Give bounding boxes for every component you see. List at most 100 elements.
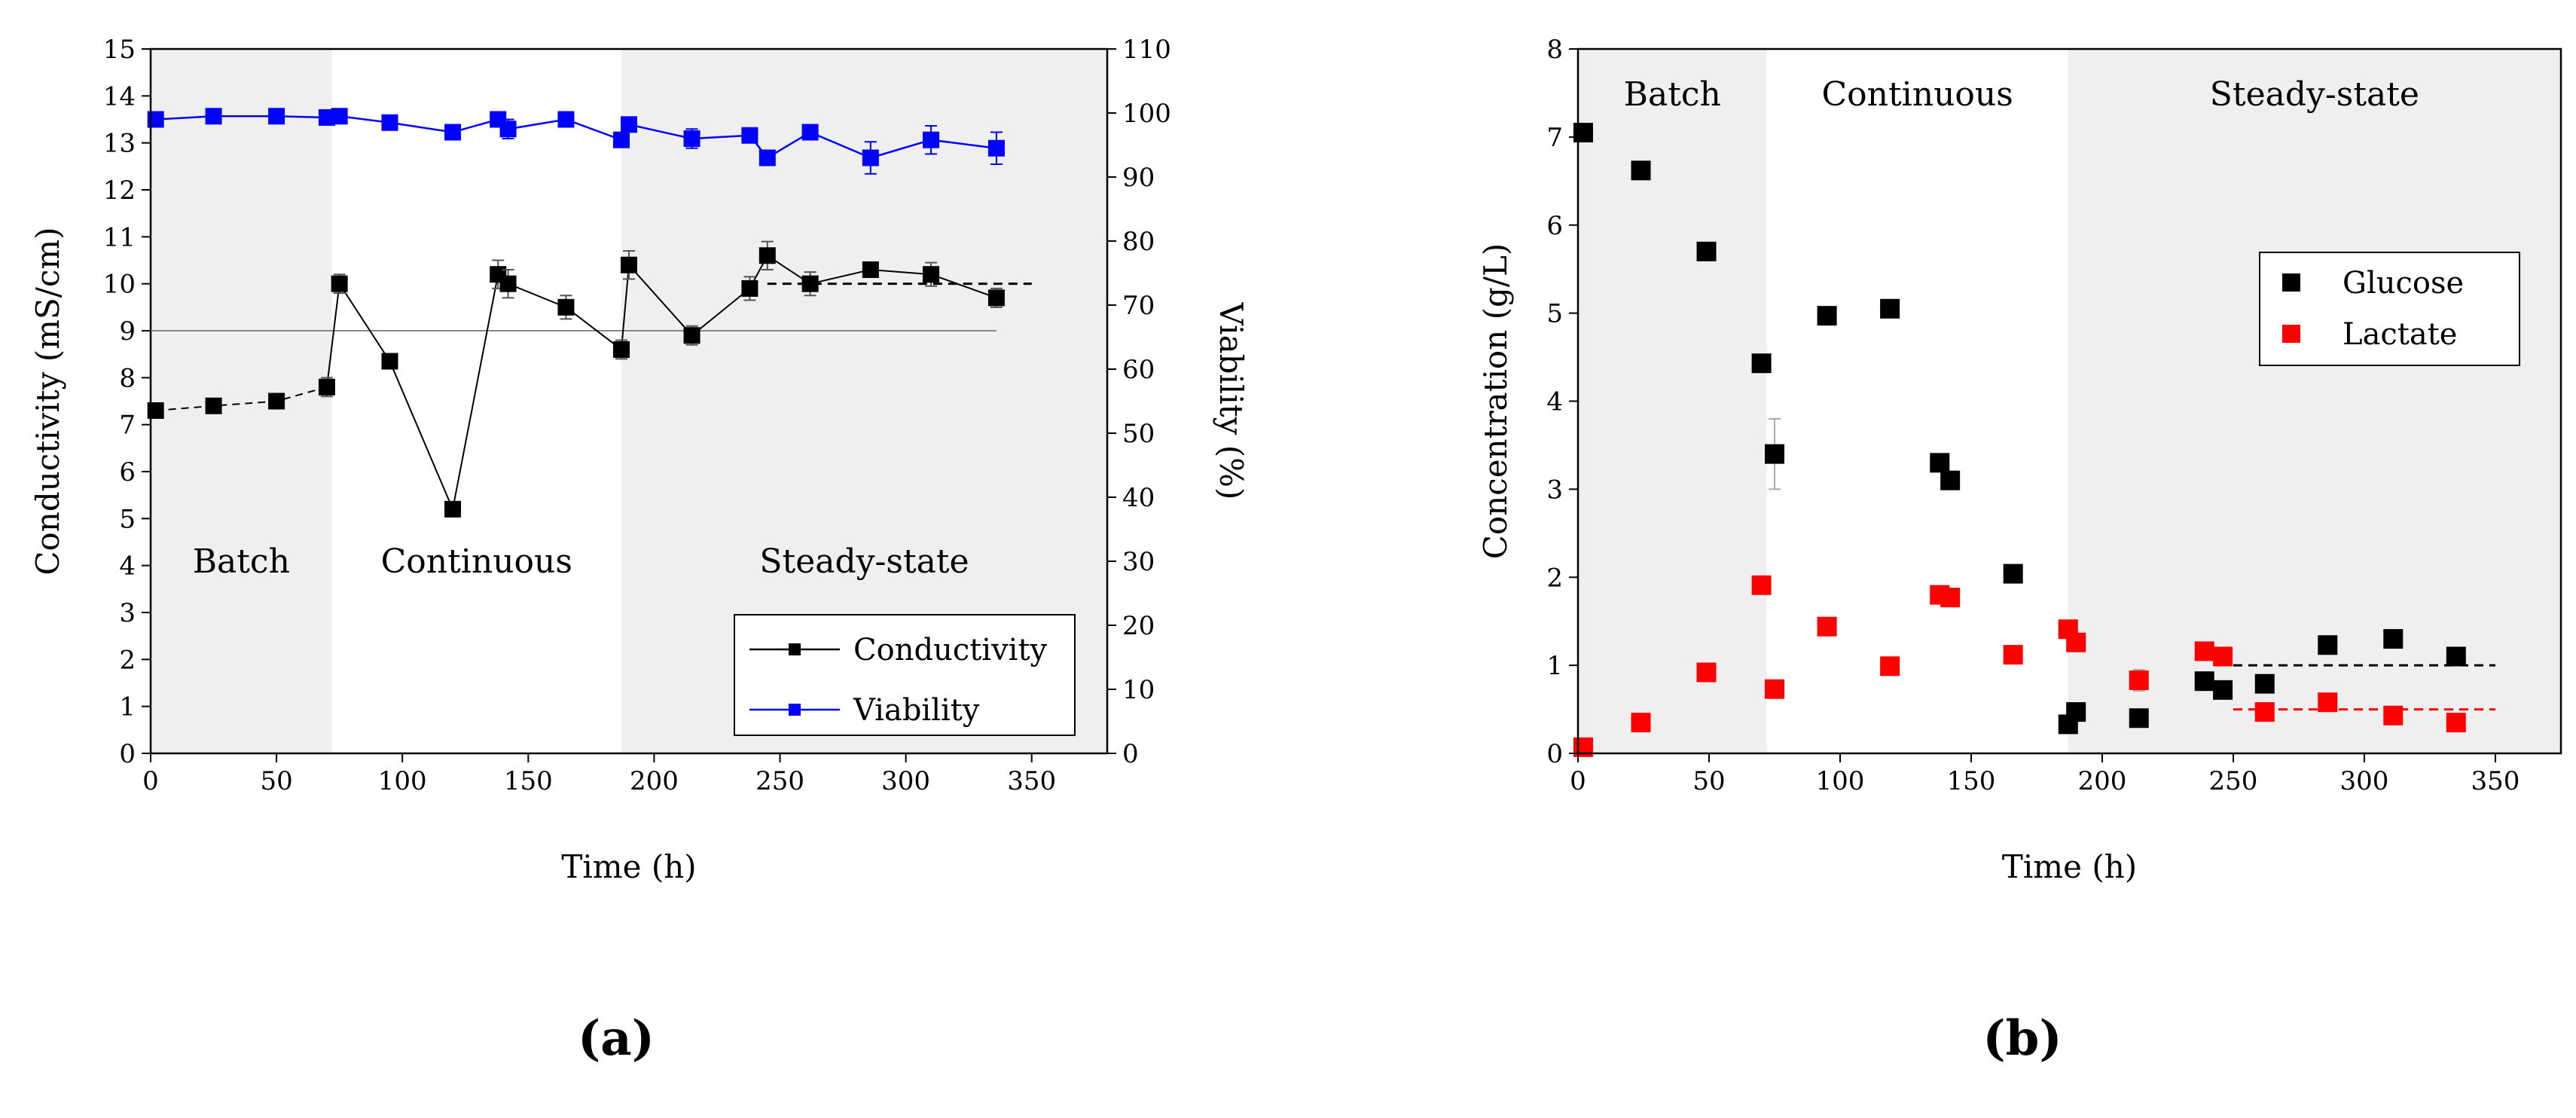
x-tick-label: 150 bbox=[1947, 766, 1996, 796]
legend-label-viability: Viability bbox=[853, 693, 980, 728]
y-right-tick-label: 20 bbox=[1122, 611, 1155, 641]
legend-label-lactate: Lactate bbox=[2343, 317, 2457, 352]
data-point-viability bbox=[621, 116, 637, 133]
data-point-viability bbox=[612, 131, 630, 148]
data-point-glucose bbox=[2213, 680, 2233, 700]
data-point-glucose bbox=[1817, 306, 1837, 326]
chart-b-phase-labels: Batch Continuous Steady-state bbox=[1624, 75, 2419, 114]
y-tick-label: 3 bbox=[119, 598, 136, 628]
data-point-glucose bbox=[1573, 123, 1593, 143]
data-point-viability bbox=[444, 124, 462, 141]
y-right-tick-label: 40 bbox=[1122, 483, 1155, 513]
y-tick-label: 12 bbox=[103, 176, 136, 206]
data-point-lactate bbox=[1696, 662, 1717, 683]
phase-label: Steady-state bbox=[2210, 75, 2419, 114]
y-right-tick-label: 0 bbox=[1122, 739, 1139, 769]
y-tick-label: 4 bbox=[119, 551, 136, 582]
chart-a-ticks: 0 50 100 150 200 250 300 3500123456789101112131… bbox=[103, 35, 1171, 796]
y-right-tick-label: 30 bbox=[1122, 547, 1155, 577]
data-point-conductivity bbox=[621, 256, 637, 273]
x-tick-label: 0 bbox=[1570, 766, 1586, 796]
data-point-glucose bbox=[1880, 298, 1900, 319]
y-right-tick-label: 110 bbox=[1122, 35, 1171, 65]
x-tick-label: 200 bbox=[2078, 766, 2127, 796]
data-point-lactate bbox=[2003, 645, 2023, 665]
data-point-glucose bbox=[2003, 564, 2023, 584]
x-tick-label: 300 bbox=[881, 766, 930, 796]
y-tick-label: 4 bbox=[1546, 387, 1563, 417]
y-tick-label: 7 bbox=[1546, 123, 1563, 153]
y-tick-label: 10 bbox=[103, 270, 136, 300]
data-point-viability bbox=[758, 149, 776, 166]
data-point-glucose bbox=[2254, 674, 2275, 694]
y-right-tick-label: 90 bbox=[1122, 163, 1155, 193]
data-point-conductivity bbox=[331, 275, 348, 292]
y-right-tick-label: 10 bbox=[1122, 675, 1155, 705]
data-point-viability bbox=[268, 108, 285, 125]
chart-b-ylabel: Concentration (g/L) bbox=[1477, 243, 1514, 560]
data-point-conductivity bbox=[987, 289, 1005, 307]
data-point-viability bbox=[862, 149, 879, 166]
chart-a-legend: Conductivity Viability bbox=[734, 614, 1076, 736]
y-tick-label: 5 bbox=[1546, 299, 1563, 329]
data-point-lactate bbox=[1751, 575, 1772, 595]
y-tick-label: 2 bbox=[1546, 563, 1563, 593]
phase-label: Batch bbox=[193, 542, 290, 581]
y-tick-label: 11 bbox=[103, 222, 136, 252]
chart-b-ticks: 0 50 100 150 200 250 300 350 0 1 2 3 4 5 6 7 8 bbox=[1546, 35, 2520, 796]
y-tick-label: 9 bbox=[119, 316, 136, 347]
x-tick-label: 50 bbox=[1692, 766, 1725, 796]
y-right-tick-label: 50 bbox=[1122, 419, 1155, 449]
legend-marker-conductivity bbox=[789, 643, 801, 655]
data-point-conductivity bbox=[381, 353, 398, 370]
legend-box bbox=[2259, 252, 2520, 366]
data-point-viability bbox=[499, 121, 517, 138]
data-point-lactate bbox=[1631, 713, 1651, 733]
y-tick-label: 8 bbox=[1546, 35, 1563, 65]
y-tick-label: 15 bbox=[103, 35, 136, 65]
y-tick-label: 14 bbox=[103, 81, 136, 111]
chart-a-ylabel-left: Conductivity (mS/cm) bbox=[29, 227, 66, 575]
legend-marker-glucose bbox=[2282, 273, 2300, 292]
data-point-conductivity bbox=[268, 393, 285, 410]
data-point-conductivity bbox=[862, 261, 879, 278]
data-point-viability bbox=[923, 131, 940, 148]
x-tick-label: 150 bbox=[504, 766, 553, 796]
data-point-glucose bbox=[2066, 702, 2086, 722]
data-point-glucose bbox=[1930, 453, 1950, 473]
y-tick-label: 2 bbox=[119, 645, 136, 675]
chart-b-xlabel: Time (h) bbox=[2002, 848, 2137, 885]
x-tick-label: 350 bbox=[1007, 766, 1056, 796]
x-tick-label: 250 bbox=[2209, 766, 2258, 796]
data-point-conductivity bbox=[318, 378, 335, 396]
y-tick-label: 3 bbox=[1546, 475, 1563, 505]
y-tick-label: 6 bbox=[1546, 211, 1563, 241]
data-point-lactate bbox=[2318, 692, 2338, 713]
y-right-tick-label: 100 bbox=[1122, 99, 1171, 129]
data-point-lactate bbox=[2383, 705, 2404, 725]
data-point-lactate bbox=[2254, 702, 2275, 722]
legend-marker-lactate bbox=[2282, 325, 2300, 343]
phase-band-2 bbox=[2068, 49, 2561, 753]
data-point-glucose bbox=[1696, 241, 1717, 261]
x-tick-label: 100 bbox=[1816, 766, 1865, 796]
data-point-viability bbox=[741, 127, 758, 144]
data-point-lactate bbox=[2213, 646, 2233, 667]
y-tick-label: 6 bbox=[119, 457, 136, 487]
data-point-viability bbox=[557, 111, 575, 128]
data-point-glucose bbox=[1765, 444, 1784, 464]
x-tick-label: 300 bbox=[2340, 766, 2389, 796]
y-tick-label: 1 bbox=[1546, 651, 1563, 681]
chart-b-series bbox=[1573, 123, 2466, 757]
data-point-glucose bbox=[2194, 671, 2214, 692]
phase-label: Steady-state bbox=[759, 542, 969, 581]
y-tick-label: 13 bbox=[103, 129, 136, 159]
data-point-lactate bbox=[2194, 641, 2214, 661]
data-point-conductivity bbox=[499, 275, 517, 292]
data-point-glucose bbox=[2446, 646, 2466, 667]
y-right-tick-label: 70 bbox=[1122, 291, 1155, 321]
data-point-viability bbox=[801, 124, 819, 141]
data-point-conductivity bbox=[557, 298, 575, 316]
chart-a-plot-frame bbox=[149, 47, 1109, 755]
phase-band-0 bbox=[151, 49, 332, 753]
